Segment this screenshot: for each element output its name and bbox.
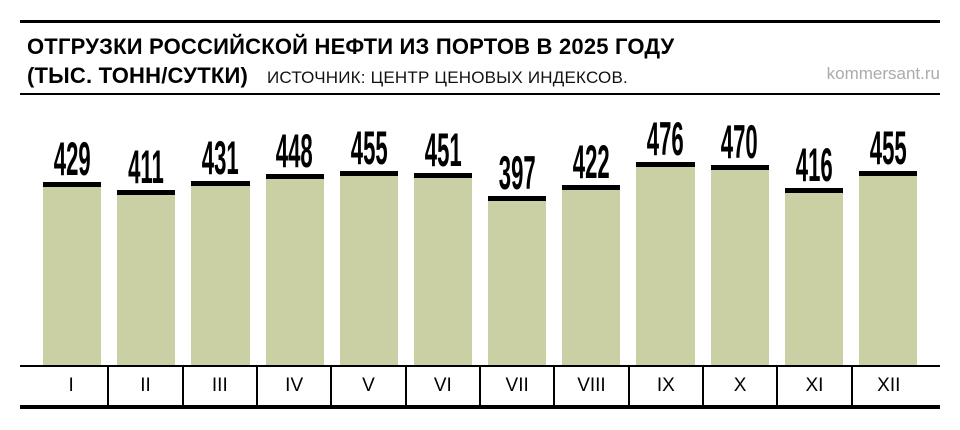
bar-value-label: 451 bbox=[424, 122, 462, 176]
header: ОТГРУЗКИ РОССИЙСКОЙ НЕФТИ ИЗ ПОРТОВ В 20… bbox=[20, 23, 940, 93]
bar bbox=[191, 181, 250, 365]
bar-column-XII: 455 bbox=[851, 95, 925, 365]
bar-column-V: 455 bbox=[332, 95, 406, 365]
source-label: ИСТОЧНИК: ЦЕНТР ЦЕНОВЫХ ИНДЕКСОВ. bbox=[267, 68, 628, 87]
infographic: ОТГРУЗКИ РОССИЙСКОЙ НЕФТИ ИЗ ПОРТОВ В 20… bbox=[20, 20, 940, 409]
bar-value-label: 397 bbox=[498, 145, 536, 199]
axis-label-III: III bbox=[181, 367, 256, 405]
bar bbox=[265, 173, 324, 365]
bar-column-II: 411 bbox=[109, 95, 183, 365]
bar-value-label: 476 bbox=[647, 112, 684, 165]
axis-label-IV: IV bbox=[255, 367, 330, 405]
bar-column-I: 429 bbox=[35, 95, 109, 365]
top-rule bbox=[20, 20, 940, 23]
chart-title-units: (ТЫС. ТОНН/СУТКИ) bbox=[27, 63, 248, 88]
bar bbox=[488, 195, 547, 365]
x-axis: I II III IV V VI VII VIII IX X XI XII bbox=[20, 365, 940, 409]
bar-chart-plot-area: 429 411 431 448 455 451 397 422 476 470 416 455 bbox=[35, 95, 925, 365]
bar-column-VIII: 422 bbox=[554, 95, 628, 365]
bar-value-label: 455 bbox=[350, 121, 388, 174]
axis-label-XI: XI bbox=[776, 367, 850, 405]
bar-column-IX: 476 bbox=[628, 95, 702, 365]
axis-label-X: X bbox=[701, 367, 776, 405]
axis-label-IX: IX bbox=[627, 367, 702, 405]
bar bbox=[117, 189, 176, 365]
bar bbox=[858, 171, 918, 365]
bar-value-label: 416 bbox=[795, 137, 833, 191]
subtitle-row: (ТЫС. ТОНН/СУТКИ) ИСТОЧНИК: ЦЕНТР ЦЕНОВЫ… bbox=[27, 62, 940, 89]
bar-value-label: 470 bbox=[721, 114, 759, 168]
axis-label-VI: VI bbox=[404, 367, 479, 405]
bar-column-III: 431 bbox=[183, 95, 257, 365]
bar bbox=[710, 164, 769, 365]
axis-label-I: I bbox=[68, 375, 74, 396]
bar bbox=[636, 162, 695, 365]
bar-column-XI: 416 bbox=[777, 95, 851, 365]
bar-value-label: 448 bbox=[276, 123, 314, 177]
bar-value-label: 411 bbox=[128, 139, 165, 193]
bar-value-label: 455 bbox=[869, 121, 907, 174]
bar-value-label: 429 bbox=[53, 132, 91, 185]
bar-value-label: 422 bbox=[572, 135, 610, 188]
bar-column-VI: 451 bbox=[406, 95, 480, 365]
bar bbox=[413, 172, 473, 365]
bar bbox=[339, 171, 398, 365]
kommersant-site-link[interactable]: kommersant.ru bbox=[826, 64, 940, 83]
bar bbox=[784, 187, 843, 365]
axis-label-II: II bbox=[107, 367, 181, 405]
x-axis-labels-row: I II III IV V VI VII VIII IX X XI XII bbox=[35, 367, 925, 405]
bar bbox=[43, 182, 102, 365]
bar bbox=[562, 185, 621, 365]
header-divider-rule bbox=[20, 93, 940, 95]
axis-label-VIII: VIII bbox=[553, 367, 627, 405]
axis-label-V: V bbox=[330, 367, 404, 405]
chart-title-line1: ОТГРУЗКИ РОССИЙСКОЙ НЕФТИ ИЗ ПОРТОВ В 20… bbox=[27, 34, 675, 59]
bar-column-IV: 448 bbox=[258, 95, 332, 365]
bar-column-VII: 397 bbox=[480, 95, 554, 365]
bar-value-label: 431 bbox=[202, 131, 239, 185]
axis-label-VII: VII bbox=[478, 367, 553, 405]
bar-column-X: 470 bbox=[703, 95, 777, 365]
axis-label-XII: XII bbox=[850, 367, 925, 405]
